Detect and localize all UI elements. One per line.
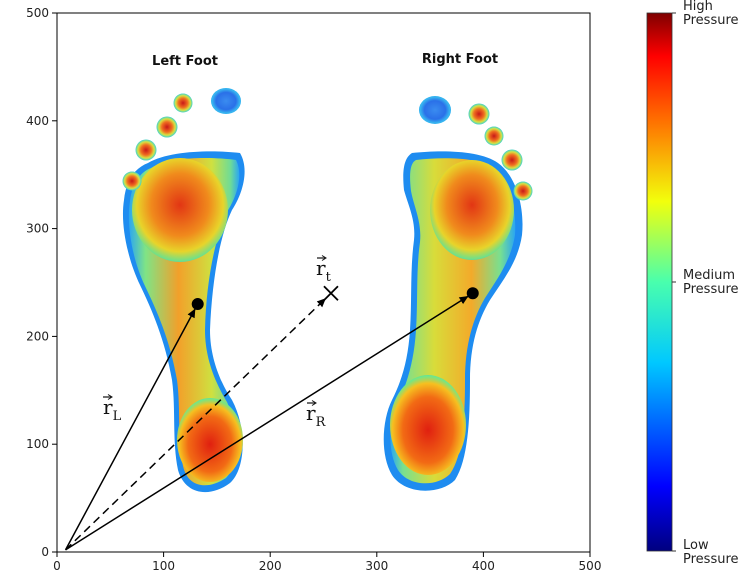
- x-tick-label: 200: [259, 559, 282, 573]
- left-heel-heat: [177, 398, 243, 482]
- right-ball-heat: [430, 160, 514, 260]
- left-foot-print: [122, 88, 245, 493]
- vector-label-r-t-main: r: [316, 256, 326, 280]
- y-tick-label: 100: [26, 437, 49, 451]
- vector-label-r-R-main: r: [306, 401, 316, 425]
- y-tick-label: 300: [26, 222, 49, 236]
- vector-r-L: [64, 308, 196, 551]
- x-tick-label: 100: [152, 559, 175, 573]
- colorbar: [646, 12, 673, 552]
- left-ball-heat: [132, 158, 228, 262]
- svg-text:rR: rR: [306, 401, 327, 430]
- left-toe-2: [135, 139, 157, 161]
- vector-label-r-L: rL: [103, 394, 122, 424]
- vector-arrow-tip-L: [107, 394, 113, 400]
- x-axis-ticks: 0 100 200 300 400 500: [53, 552, 601, 573]
- points-layer: [191, 285, 479, 311]
- colorbar-label-line2: Pressure: [683, 552, 739, 567]
- vector-label-r-L-main: r: [103, 395, 113, 419]
- left-toe-3: [156, 116, 178, 138]
- vector-r-t: [65, 298, 326, 551]
- right-big-toe: [419, 96, 451, 124]
- x-tick-label: 500: [579, 559, 602, 573]
- y-tick-label: 400: [26, 114, 49, 128]
- y-tick-label: 0: [41, 545, 49, 559]
- colorbar-label-line2: Pressure: [683, 282, 739, 297]
- right-foot-title: Right Foot: [422, 52, 498, 67]
- y-tick-label: 200: [26, 329, 49, 343]
- colorbar-label-line1: Low: [683, 538, 709, 553]
- target-point-marker: [323, 285, 339, 301]
- y-tick-label: 500: [26, 6, 49, 20]
- right-heel-heat: [390, 375, 466, 475]
- vector-label-r-R: rR: [306, 400, 327, 430]
- left-big-toe: [211, 88, 241, 114]
- right-center-point: [466, 287, 479, 300]
- vector-arrow-tip-R: [311, 400, 317, 406]
- x-tick-label: 300: [365, 559, 388, 573]
- vector-r-R: [65, 295, 469, 551]
- svg-text:rt: rt: [316, 256, 332, 285]
- left-toe-1: [122, 171, 142, 191]
- left-center-point: [191, 298, 204, 311]
- vector-label-r-t: rt: [316, 255, 332, 285]
- right-toe-1: [468, 103, 490, 125]
- y-axis-ticks: 0 100 200 300 400 500: [26, 6, 57, 559]
- colorbar-label-line1: High: [683, 0, 713, 14]
- x-tick-label: 0: [53, 559, 61, 573]
- colorbar-label-line2: Pressure: [683, 13, 739, 28]
- left-toe-4: [173, 93, 193, 113]
- vector-label-r-t-sub: t: [326, 270, 332, 285]
- svg-text:rL: rL: [103, 395, 122, 424]
- vector-label-r-L-sub: L: [113, 409, 122, 424]
- right-foot-print: [383, 96, 533, 491]
- colorbar-label-line1: Medium: [683, 268, 735, 283]
- right-toe-3: [501, 149, 523, 171]
- x-tick-label: 400: [472, 559, 495, 573]
- right-toe-4: [513, 181, 533, 201]
- vector-arrow-tip-t: [321, 255, 327, 261]
- vector-label-r-R-sub: R: [316, 415, 327, 430]
- left-foot-title: Left Foot: [152, 54, 218, 69]
- vectors-layer: [64, 295, 469, 551]
- plot-frame: [56, 12, 591, 553]
- right-toe-2: [484, 126, 504, 146]
